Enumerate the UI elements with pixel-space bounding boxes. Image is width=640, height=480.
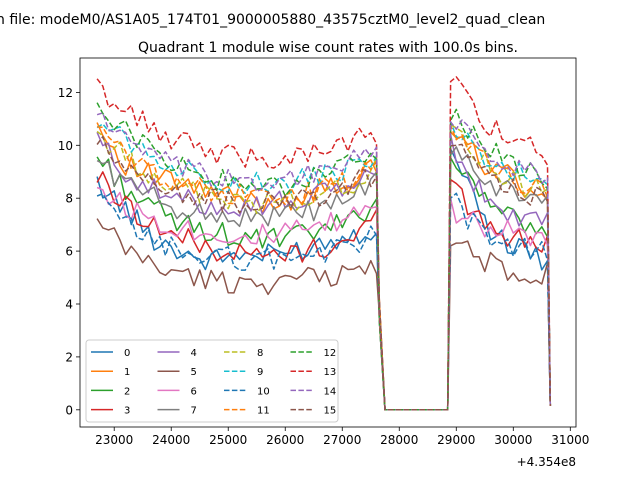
x-tick-label: 28000	[380, 433, 418, 447]
y-tick-label: 10	[58, 139, 73, 153]
legend-label-12: 12	[324, 348, 337, 359]
axes-frame	[79, 57, 577, 428]
series-line-6	[96, 186, 552, 411]
figure-suptitle: n file: modeM0/AS1A05_174T01_9000005880_…	[0, 12, 545, 28]
x-axis: 23000 24000 25000 26000 27000 28000 29000 30000…	[95, 427, 589, 447]
x-tick-label: 27000	[323, 433, 361, 447]
y-axis: 0 2 4 6 8 10 12	[58, 86, 80, 417]
legend-label-3: 3	[124, 406, 130, 417]
y-tick-label: 12	[58, 86, 73, 100]
series-line-2	[96, 156, 552, 411]
legend-label-6: 6	[191, 386, 197, 397]
legend-label-11: 11	[257, 406, 270, 417]
legend-label-13: 13	[324, 367, 337, 378]
legend-label-4: 4	[191, 348, 197, 359]
x-axis-offset-label: +4.354e8	[517, 455, 576, 469]
legend-label-14: 14	[324, 386, 337, 397]
y-tick-label: 4	[65, 298, 73, 312]
chart-title: Quadrant 1 module wise count rates with …	[138, 40, 518, 56]
legend-label-1: 1	[124, 367, 130, 378]
series-line-14	[96, 112, 552, 411]
series-line-15	[96, 135, 552, 411]
series-layer	[96, 76, 552, 411]
legend-label-10: 10	[257, 386, 270, 397]
series-line-1	[96, 122, 552, 411]
y-tick-label: 8	[65, 192, 73, 206]
legend-label-2: 2	[124, 386, 130, 397]
series-line-10	[96, 192, 552, 411]
legend-label-5: 5	[191, 367, 197, 378]
x-tick-label: 24000	[152, 433, 190, 447]
x-tick-label: 23000	[95, 433, 133, 447]
series-line-9	[96, 121, 552, 411]
y-tick-label: 6	[65, 245, 73, 259]
y-tick-label: 2	[65, 350, 73, 364]
series-line-7	[96, 146, 552, 411]
x-tick-label: 26000	[266, 433, 304, 447]
legend-label-7: 7	[191, 406, 197, 417]
series-line-0	[96, 148, 552, 411]
legend-label-9: 9	[257, 367, 263, 378]
series-line-13	[96, 76, 552, 411]
y-tick-label: 0	[65, 403, 73, 417]
series-line-5	[96, 218, 552, 411]
x-tick-label: 31000	[551, 433, 589, 447]
series-line-4	[96, 132, 552, 411]
x-tick-label: 30000	[494, 433, 532, 447]
x-tick-label: 25000	[209, 433, 247, 447]
legend-box	[85, 339, 339, 423]
legend-label-0: 0	[124, 348, 130, 359]
legend-label-15: 15	[324, 406, 337, 417]
series-line-11	[97, 124, 552, 411]
x-tick-label: 29000	[437, 433, 475, 447]
legend-label-8: 8	[257, 348, 263, 359]
